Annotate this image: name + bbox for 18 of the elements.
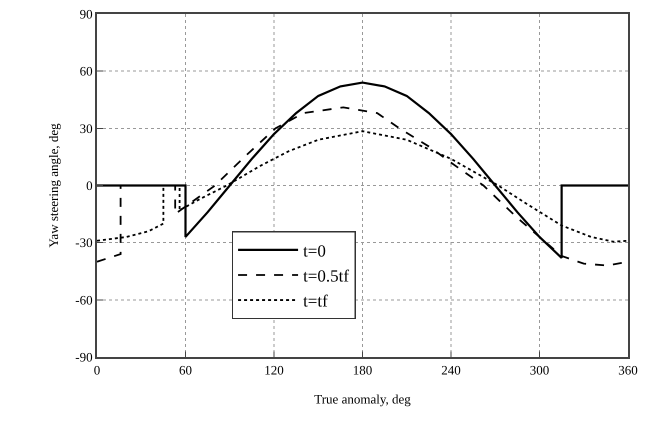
legend-label: t=tf <box>303 292 328 311</box>
y-tick-label: 90 <box>80 6 93 22</box>
x-tick-label: 60 <box>179 362 192 378</box>
y-tick-label: 60 <box>80 64 93 79</box>
y-tick-label: 0 <box>86 178 93 194</box>
y-tick-label: -30 <box>75 235 93 250</box>
x-tick-label: 360 <box>618 362 638 378</box>
x-tick-label: 180 <box>352 362 372 378</box>
y-tick-label: -90 <box>75 350 93 365</box>
x-tick-label: 240 <box>441 362 461 378</box>
x-axis-title: True anomaly, deg <box>314 391 412 406</box>
x-tick-label: 120 <box>264 362 284 378</box>
y-tick-label: -60 <box>75 292 93 308</box>
y-axis-title: Yaw steering angle, deg <box>46 122 61 248</box>
y-tick-label: 30 <box>80 120 93 136</box>
x-tick-label: 300 <box>530 362 550 378</box>
legend-label: t=0.5tf <box>303 266 350 286</box>
legend-label: t=0 <box>303 242 326 260</box>
